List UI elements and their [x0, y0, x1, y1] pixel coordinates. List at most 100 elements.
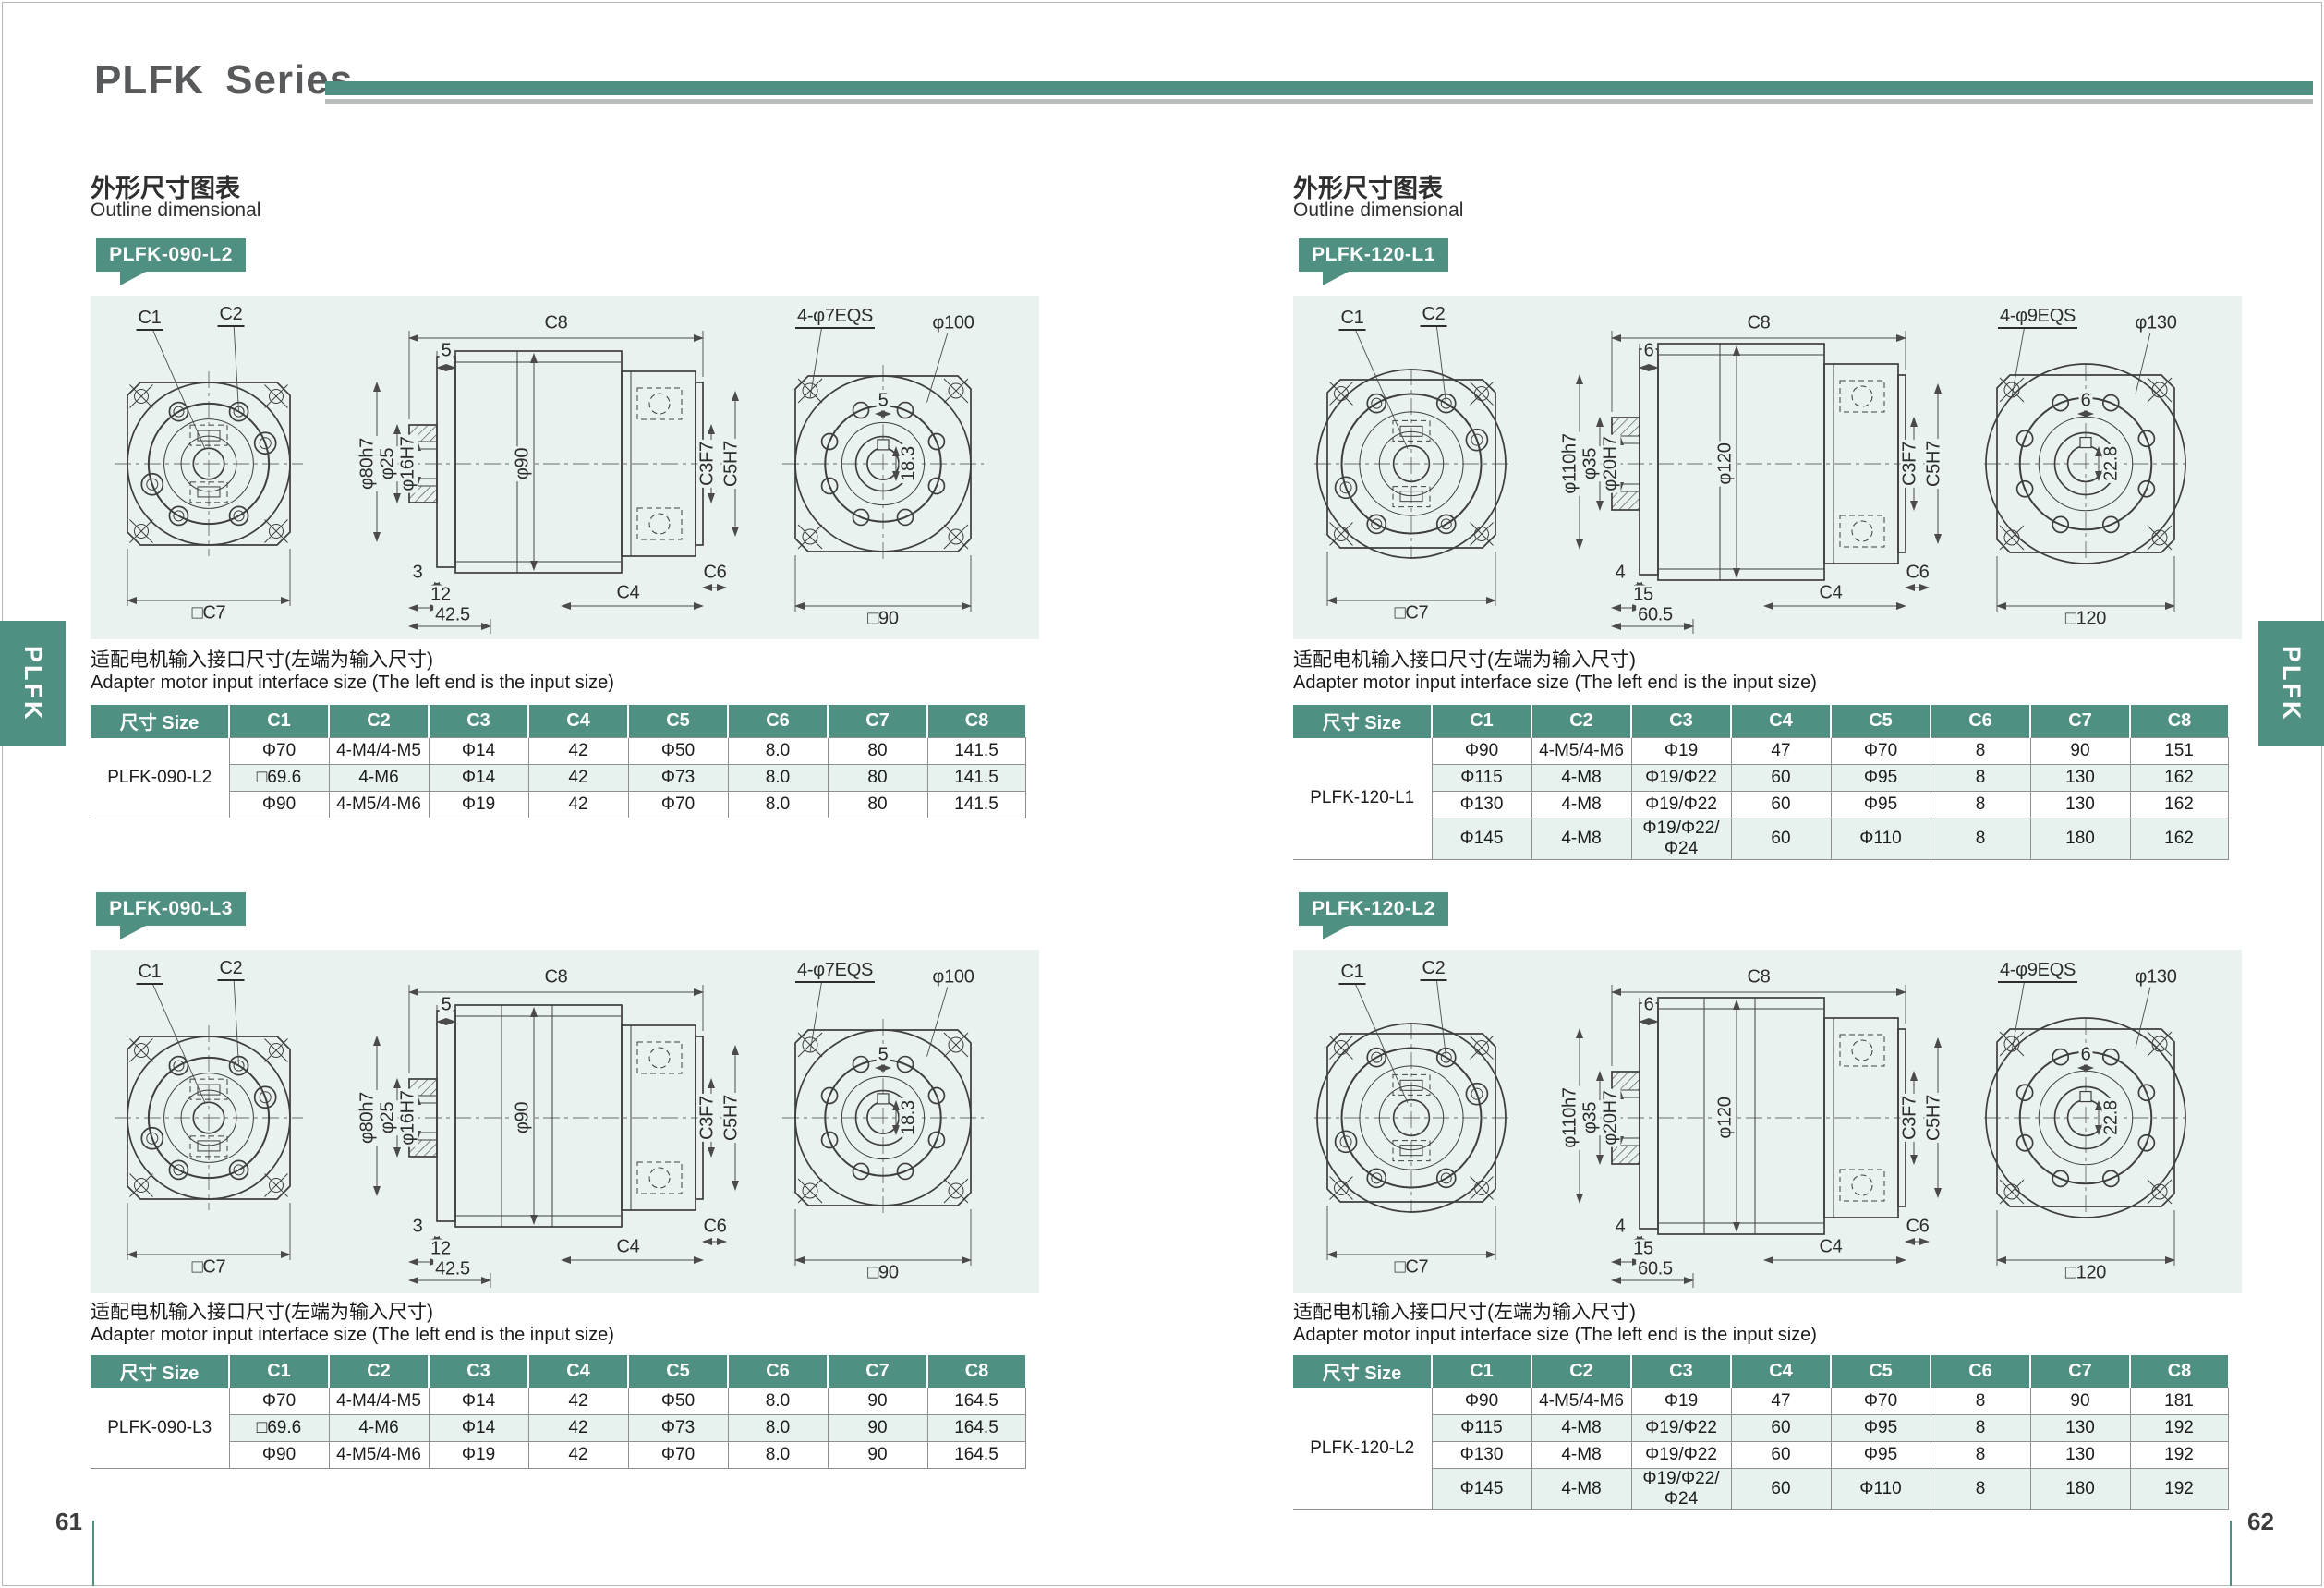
dim-label-bottom-len: 42.5 — [433, 1258, 472, 1279]
dim-label-bottom-b: 15 — [1631, 1238, 1655, 1259]
table-cell: 192 — [2129, 1468, 2229, 1510]
table-cell: Φ19/Φ22 — [1630, 1414, 1732, 1442]
table-cell: Φ145 — [1431, 818, 1532, 860]
dim-label-dia-mid: φ35 — [1580, 445, 1601, 482]
column-header: C3 — [1631, 1355, 1732, 1388]
table-cell: 4-M8 — [1531, 818, 1632, 860]
column-header: C4 — [528, 1355, 629, 1388]
table-cell: 80 — [827, 791, 928, 818]
dim-label-fit2: C5H7 — [1923, 439, 1944, 489]
dim-label-rear-key-w: 5 — [876, 390, 890, 411]
interface-size-table: 尺寸 Size C1 C2 C3 C4 C5 C6 C7 C8 PLFK-090-L3 Φ70 4-M… — [91, 1355, 1026, 1469]
table-cell: Φ115 — [1431, 764, 1532, 792]
side-tab-plfk-left[interactable]: PLFK — [0, 621, 66, 746]
table-cell: 80 — [827, 764, 928, 792]
dim-label-bottom-a: 3 — [410, 562, 425, 583]
interface-size-table: 尺寸 Size C1 C2 C3 C4 C5 C6 C7 C8 PLFK-120-L1 Φ90 4-M… — [1293, 705, 2229, 860]
dim-label-dia-mid: φ25 — [377, 1099, 398, 1136]
table-cell: Φ14 — [428, 764, 529, 792]
dim-label-c2: C2 — [1420, 305, 1447, 327]
dim-label-rear-key-w: 6 — [2078, 1044, 2093, 1065]
dim-label-rear-holes: 4-φ7EQS — [794, 961, 876, 983]
table-cell: 90 — [2029, 737, 2131, 765]
interface-size-table: 尺寸 Size C1 C2 C3 C4 C5 C6 C7 C8 PLFK-090-L3 Φ70 4-M… — [91, 1355, 1026, 1469]
table-cell: Φ19/Φ22/Φ24 — [1630, 818, 1732, 860]
table-cell: Φ130 — [1431, 1441, 1532, 1469]
side-tab-plfk-right[interactable]: PLFK — [2258, 621, 2324, 746]
dim-label-c8: C8 — [542, 966, 570, 988]
interface-size-table: 尺寸 Size C1 C2 C3 C4 C5 C6 C7 C8 PLFK-120-L2 Φ90 4-M… — [1293, 1355, 2229, 1510]
dim-label-rear-square: □90 — [865, 608, 901, 629]
table-cell: 130 — [2029, 764, 2131, 792]
table-cell: 4-M8 — [1531, 1414, 1632, 1442]
dim-label-fit2: C5H7 — [720, 439, 742, 489]
interface-note-cn: 适配电机输入接口尺寸(左端为输入尺寸) — [91, 649, 433, 671]
table-cell: Φ14 — [428, 737, 529, 765]
table-cell: 180 — [2029, 818, 2131, 860]
dim-label-dia-outer: φ80h7 — [357, 1090, 378, 1146]
table-cell: 4-M5/4-M6 — [1531, 1388, 1632, 1415]
table-cell: Φ70 — [1830, 737, 1931, 765]
table-cell: Φ95 — [1830, 1414, 1931, 1442]
table-cell: 80 — [827, 737, 928, 765]
page-number-rule-right — [2230, 1521, 2232, 1586]
table-cell: 42 — [527, 1414, 629, 1442]
page-number-left: 61 — [55, 1508, 82, 1535]
table-cell: 141.5 — [926, 737, 1026, 765]
dim-label-top-offset: 5 — [439, 994, 454, 1015]
interface-size-table: 尺寸 Size C1 C2 C3 C4 C5 C6 C7 C8 PLFK-120-L2 Φ90 4-M… — [1293, 1355, 2229, 1510]
dim-label-c1: C1 — [1338, 309, 1366, 331]
column-header: C3 — [1631, 705, 1732, 738]
column-header: C6 — [728, 705, 829, 738]
table-cell: 8 — [1930, 737, 2031, 765]
gearbox-technical-drawing — [1314, 322, 2187, 634]
dim-label-rear-key-w: 6 — [2078, 390, 2093, 411]
table-cell: 130 — [2029, 791, 2131, 818]
table-cell: Φ19/Φ22 — [1630, 791, 1732, 818]
table-cell: 47 — [1730, 737, 1832, 765]
dim-label-c8: C8 — [542, 312, 570, 333]
column-header: C5 — [628, 705, 729, 738]
outline-heading-en: Outline dimensional — [91, 200, 261, 221]
dim-label-c4: C4 — [614, 582, 642, 603]
dim-label-rear-key-h: 18.3 — [898, 444, 919, 483]
table-cell: 42 — [527, 1441, 629, 1469]
side-tab-label: PLFK — [19, 645, 47, 722]
column-header: C8 — [2130, 705, 2228, 738]
table-cell: 141.5 — [926, 764, 1026, 792]
dim-label-dia-bore: φ20H7 — [1600, 434, 1621, 493]
table-cell: 180 — [2029, 1468, 2131, 1510]
dim-label-rear-dia: φ100 — [930, 312, 976, 333]
dim-label-bottom-len: 42.5 — [433, 604, 472, 625]
dim-label-fit1: C3F7 — [1899, 1094, 1920, 1142]
dim-label-fit1: C3F7 — [696, 440, 718, 488]
column-header: C3 — [429, 1355, 529, 1388]
table-cell: 47 — [1730, 1388, 1832, 1415]
dim-label-c2: C2 — [1420, 959, 1447, 981]
dim-label-bottom-len: 60.5 — [1636, 604, 1675, 625]
table-cell: 8 — [1930, 1441, 2031, 1469]
dim-label-c4: C4 — [1817, 582, 1845, 603]
model-size-cell: PLFK-090-L3 — [91, 1388, 230, 1469]
table-cell: 4-M6 — [328, 1414, 430, 1442]
gearbox-technical-drawing — [115, 976, 984, 1288]
model-badge: PLFK-120-L1 — [1299, 238, 1448, 285]
dim-label-rear-key-h: 22.8 — [2100, 1098, 2122, 1137]
column-header: C2 — [329, 705, 430, 738]
table-cell: 8 — [1930, 818, 2031, 860]
outline-drawing-panel: C1 C2 □C7 C8 6 φ110h7 φ35 φ20H7 φ120 C3F7 C5H7 4 15 6… — [1293, 296, 2242, 639]
dim-label-c6: C6 — [1904, 1216, 1931, 1237]
table-cell: 8.0 — [727, 1414, 829, 1442]
dim-label-bottom-b: 12 — [429, 584, 453, 605]
table-cell: 4-M8 — [1531, 791, 1632, 818]
table-cell: 60 — [1730, 1468, 1832, 1510]
dim-label-dia-body: φ90 — [512, 445, 533, 482]
outline-heading-cn: 外形尺寸图表 — [1293, 175, 1443, 202]
column-header: C7 — [828, 705, 928, 738]
table-cell: 162 — [2129, 818, 2229, 860]
dim-label-rear-key-w: 5 — [876, 1044, 890, 1065]
column-header: C2 — [329, 1355, 430, 1388]
dim-label-rear-dia: φ100 — [930, 966, 976, 988]
table-cell: 4-M5/4-M6 — [328, 791, 430, 818]
page-title: PLFK Series — [94, 57, 354, 103]
